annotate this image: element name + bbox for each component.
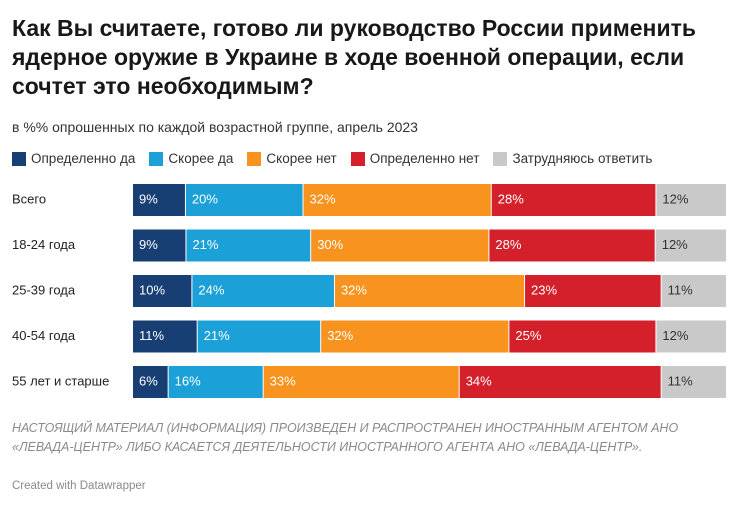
bar-segment: [661, 366, 726, 398]
bar-segment: [186, 229, 311, 262]
bar-segment: [185, 184, 303, 216]
value-label: 11%: [668, 373, 693, 388]
chart: Всего 9% 20% 32% 28% 12% 18-24 года 9% 21% 30% 28%…: [12, 184, 726, 398]
bar-segment: [661, 275, 726, 307]
bar-segment: [133, 229, 186, 262]
value-label: 32%: [341, 282, 367, 297]
bar-segment: [133, 184, 185, 216]
category-label: 55 лет и старше: [12, 373, 109, 388]
value-label: 16%: [175, 373, 201, 388]
value-label: 28%: [498, 191, 524, 206]
legend-item: Затрудняюсь ответить: [493, 151, 652, 166]
value-label: 28%: [495, 237, 521, 252]
bar-segment: [197, 320, 321, 353]
value-label: 12%: [662, 237, 688, 252]
bar-segment: [655, 229, 726, 262]
value-label: 23%: [531, 282, 557, 297]
bar-segment: [192, 275, 334, 307]
value-label: 11%: [139, 328, 164, 343]
notice: НАСТОЯЩИЙ МАТЕРИАЛ (ИНФОРМАЦИЯ) ПРОИЗВЕД…: [12, 421, 679, 454]
bar-segment: [133, 366, 168, 398]
legend-label: Затрудняюсь ответить: [512, 151, 653, 166]
legend-swatch: [12, 151, 26, 166]
chart-title: Как Вы считаете, готово ли руководство Р…: [12, 15, 696, 99]
bar-segment: [489, 229, 655, 262]
legend-label: Скорее нет: [266, 151, 337, 166]
value-label: 6%: [139, 373, 158, 388]
value-label: 30%: [317, 237, 343, 252]
value-label: 25%: [515, 328, 541, 343]
bar-segment: [459, 366, 661, 398]
value-label: 12%: [662, 328, 688, 343]
bar-segment: [263, 366, 459, 398]
value-label: 34%: [466, 373, 492, 388]
value-label: 32%: [327, 328, 353, 343]
legend-swatch: [493, 151, 508, 166]
category-label: 25-39 года: [12, 282, 76, 297]
legend-label: Определенно да: [31, 151, 136, 166]
category-label: 40-54 года: [12, 328, 76, 343]
legend-item: Скорее нет: [247, 151, 337, 166]
value-label: 20%: [192, 191, 218, 206]
bar-segment: [133, 320, 197, 353]
category-label: 18-24 года: [12, 237, 76, 252]
bar-segment: [168, 366, 263, 398]
legend-swatch: [247, 151, 262, 166]
value-label: 11%: [668, 282, 693, 297]
bar-segment: [491, 184, 656, 216]
credit: Created with Datawrapper: [12, 480, 146, 492]
legend-item: Определенно да: [12, 151, 135, 166]
legend-label: Определенно нет: [369, 151, 480, 166]
value-label: 9%: [139, 237, 158, 252]
bar-segment: [656, 184, 726, 216]
legend-swatch: [350, 151, 365, 166]
bar-segment: [509, 320, 656, 353]
value-label: 21%: [192, 237, 218, 252]
value-label: 21%: [204, 328, 230, 343]
legend-label: Скорее да: [168, 151, 234, 166]
bar-segment: [656, 320, 726, 353]
value-label: 9%: [139, 191, 158, 206]
bar-segment: [303, 184, 491, 216]
legend-item: Скорее да: [149, 151, 233, 166]
bar-segment: [525, 275, 661, 307]
value-label: 10%: [139, 282, 165, 297]
value-label: 12%: [662, 191, 688, 206]
value-label: 24%: [198, 282, 224, 297]
bar-segment: [334, 275, 525, 307]
bar-segment: [311, 229, 489, 262]
category-label: Всего: [12, 191, 46, 206]
legend-swatch: [149, 151, 164, 166]
bar-segment: [133, 275, 192, 307]
bar-segment: [321, 320, 509, 353]
value-label: 33%: [270, 373, 296, 388]
legend-item: Определенно нет: [350, 151, 480, 166]
value-label: 32%: [310, 191, 336, 206]
chart-subtitle: в %% опрошенных по каждой возрастной гру…: [12, 119, 418, 135]
legend: Определенно да Скорее да Скорее нет Определ…: [12, 151, 652, 166]
